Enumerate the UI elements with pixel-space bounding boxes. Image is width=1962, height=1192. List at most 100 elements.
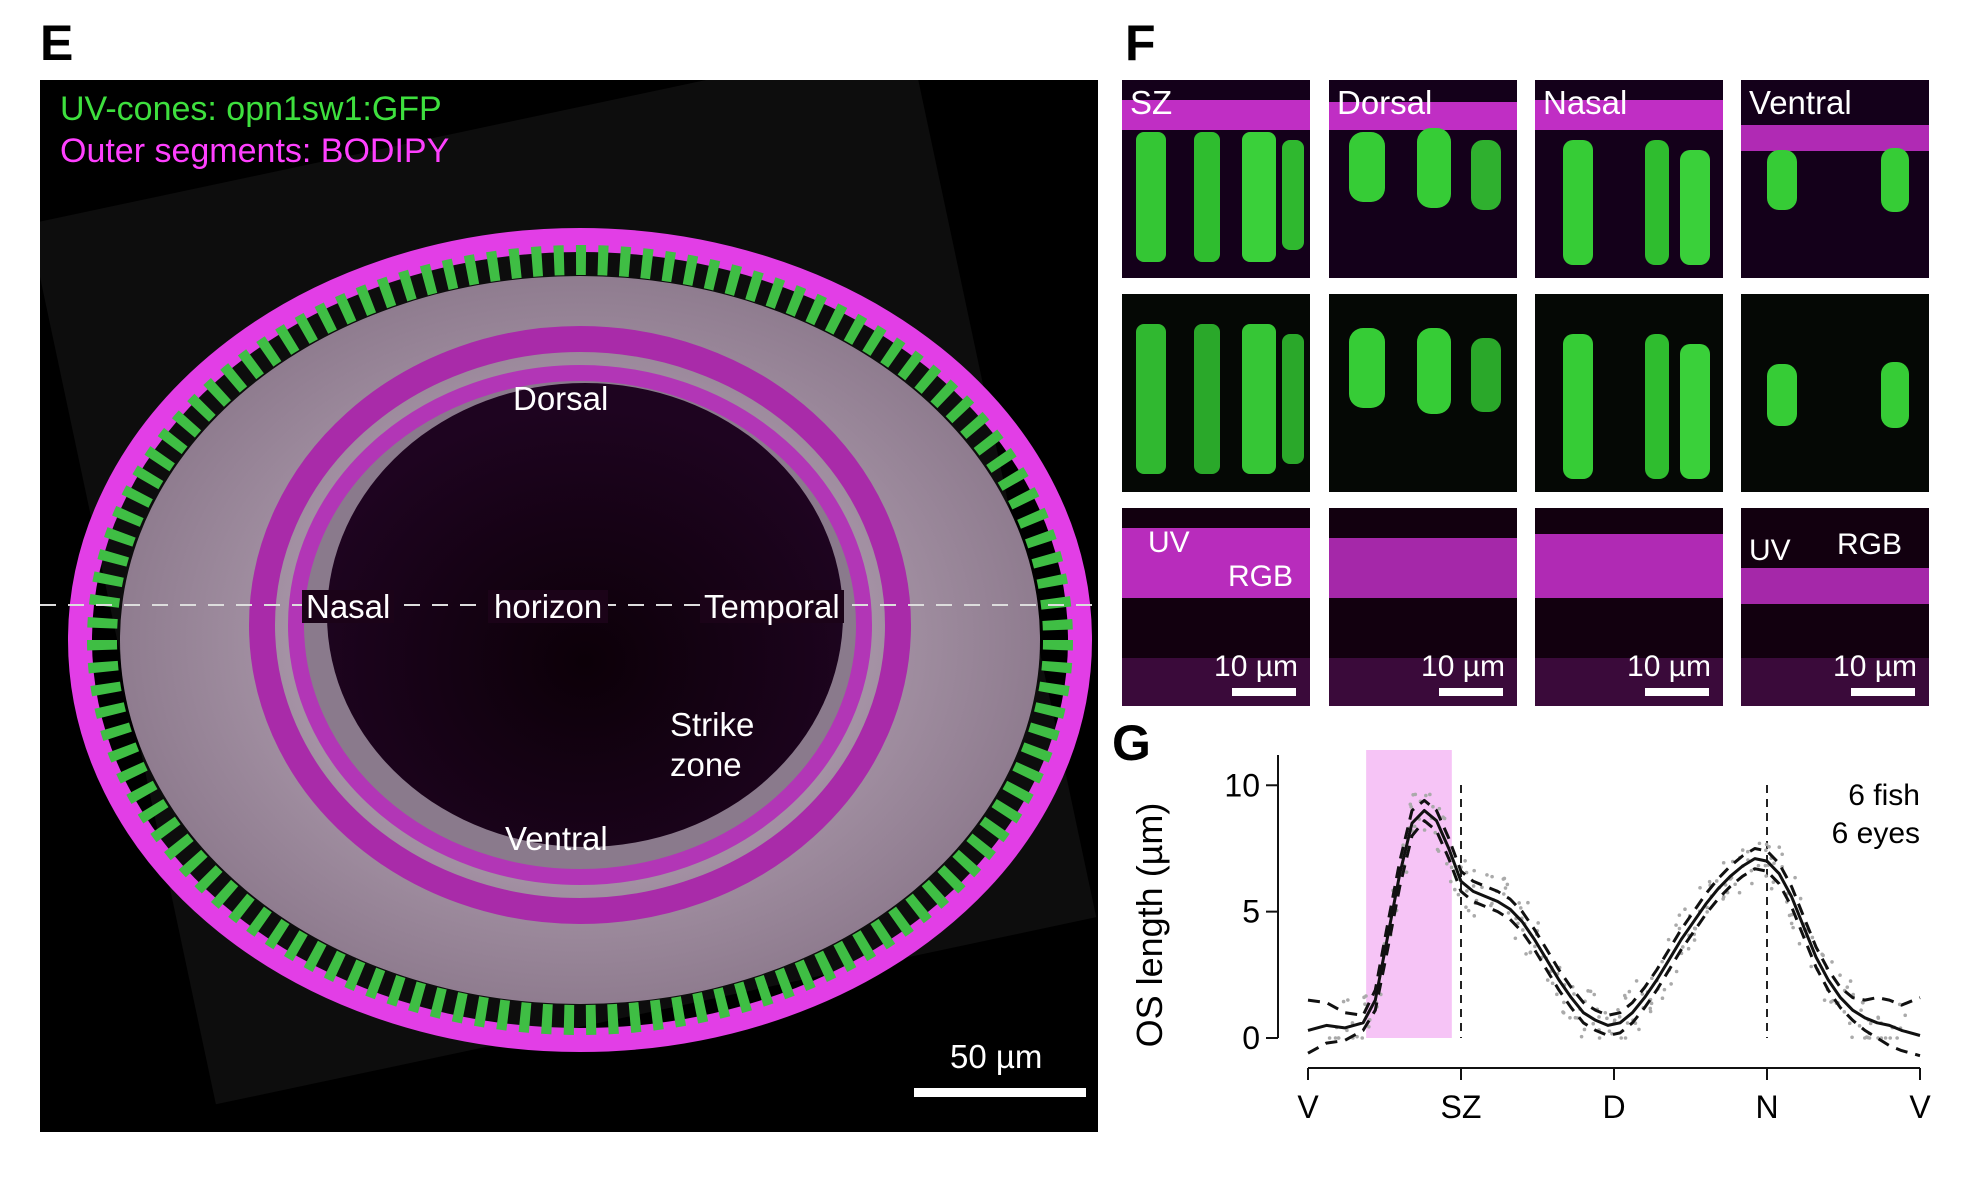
label-temporal: Temporal xyxy=(700,590,844,623)
series-line-solid xyxy=(1307,809,1921,1037)
data-point xyxy=(1485,873,1489,877)
data-point xyxy=(1327,1036,1332,1040)
data-point xyxy=(1666,937,1671,942)
data-point xyxy=(1705,905,1709,910)
data-point xyxy=(1745,849,1750,854)
annot-uv-sz: UV xyxy=(1148,526,1190,559)
data-point xyxy=(1821,953,1825,958)
chart-note-fish: 6 fish xyxy=(1848,779,1920,812)
f-tile-dorsal-gfp xyxy=(1329,294,1517,492)
data-point xyxy=(1404,870,1409,874)
data-point xyxy=(1517,901,1521,905)
data-point xyxy=(1793,875,1797,880)
f-image-sz-bodipy xyxy=(1122,508,1310,706)
data-point xyxy=(1634,979,1639,983)
data-point xyxy=(1516,921,1520,926)
data-point xyxy=(1562,1000,1566,1005)
data-point xyxy=(1838,973,1842,977)
data-point xyxy=(1524,952,1528,956)
x-tick-label: N xyxy=(1755,1089,1778,1120)
chart-note-eyes: 6 eyes xyxy=(1832,817,1920,850)
data-point xyxy=(1637,1027,1641,1032)
data-point xyxy=(1767,844,1771,849)
data-point xyxy=(1677,926,1682,931)
label-zone: zone xyxy=(670,746,742,783)
data-point xyxy=(1757,841,1762,846)
data-point xyxy=(1424,793,1428,798)
data-point xyxy=(1764,842,1769,847)
data-point xyxy=(1401,843,1405,848)
data-point xyxy=(1660,996,1665,1000)
data-point xyxy=(1649,976,1654,981)
data-point xyxy=(1605,1016,1609,1021)
data-point xyxy=(1466,908,1471,913)
f-tile-ventral-merged: Ventral xyxy=(1741,80,1929,278)
data-point xyxy=(1822,998,1827,1002)
data-point xyxy=(1749,868,1754,873)
data-point xyxy=(1847,1021,1852,1026)
data-point xyxy=(1350,1021,1355,1025)
f-tile-sz-bodipy: UV RGB 10 µm xyxy=(1122,508,1310,706)
data-point xyxy=(1409,805,1413,809)
scale-label-f-ventral: 10 µm xyxy=(1833,650,1917,683)
data-point xyxy=(1625,1021,1630,1025)
data-point xyxy=(1714,879,1719,883)
data-point xyxy=(1740,848,1745,852)
sz-highlight xyxy=(1366,750,1452,1038)
data-point xyxy=(1797,941,1802,946)
data-point xyxy=(1876,1015,1880,1020)
f-title-dorsal: Dorsal xyxy=(1337,84,1433,121)
data-point xyxy=(1705,910,1709,914)
data-point xyxy=(1445,862,1449,866)
data-point xyxy=(1490,874,1494,879)
data-point xyxy=(1333,1036,1338,1040)
data-point xyxy=(1449,865,1454,870)
f-image-dorsal-bodipy xyxy=(1329,508,1517,706)
data-point xyxy=(1830,960,1834,964)
data-point xyxy=(1591,1021,1596,1026)
data-point xyxy=(1341,999,1346,1004)
data-point xyxy=(1412,824,1417,829)
f-image-nasal-gfp xyxy=(1535,294,1723,492)
data-point xyxy=(1528,950,1533,954)
series-line-dashed-upper xyxy=(1307,798,1921,1017)
data-point xyxy=(1698,885,1702,890)
data-point xyxy=(1721,897,1725,901)
data-point xyxy=(1346,998,1350,1002)
data-point xyxy=(1453,887,1457,892)
x-tick-label: SZ xyxy=(1441,1089,1482,1120)
annot-uv-ventral: UV xyxy=(1749,534,1791,567)
data-point xyxy=(1861,1000,1865,1005)
label-dorsal: Dorsal xyxy=(513,380,609,417)
label-nasal: Nasal xyxy=(302,590,395,623)
f-image-sz-gfp xyxy=(1122,294,1310,492)
data-point xyxy=(1888,1036,1893,1040)
data-point xyxy=(1850,1035,1854,1040)
data-point xyxy=(1764,848,1768,853)
data-point xyxy=(1572,992,1576,996)
data-point xyxy=(1780,852,1784,857)
f-tile-dorsal-merged: Dorsal xyxy=(1329,80,1517,278)
data-point xyxy=(1471,884,1476,888)
data-point xyxy=(1363,1002,1367,1006)
data-point xyxy=(1526,900,1530,905)
data-point xyxy=(1502,876,1507,881)
f-tile-nasal-bodipy: 10 µm xyxy=(1535,508,1723,706)
f-tile-sz-merged: SZ xyxy=(1122,80,1310,278)
data-point xyxy=(1848,979,1853,983)
data-point xyxy=(1597,1015,1601,1019)
data-point xyxy=(1791,925,1795,930)
data-point xyxy=(1772,861,1776,866)
x-tick-label: V xyxy=(1297,1089,1319,1120)
data-point xyxy=(1681,945,1685,949)
f-tile-nasal-merged: Nasal xyxy=(1535,80,1723,278)
data-point xyxy=(1422,828,1427,832)
data-point xyxy=(1428,792,1432,797)
data-point xyxy=(1437,806,1442,811)
data-point xyxy=(1627,989,1632,994)
data-point xyxy=(1903,1013,1908,1018)
data-point xyxy=(1448,879,1453,884)
data-point xyxy=(1536,921,1540,925)
chart-ylabel: OS length (µm) xyxy=(1129,803,1170,1048)
label-strike: Strike xyxy=(670,706,755,743)
